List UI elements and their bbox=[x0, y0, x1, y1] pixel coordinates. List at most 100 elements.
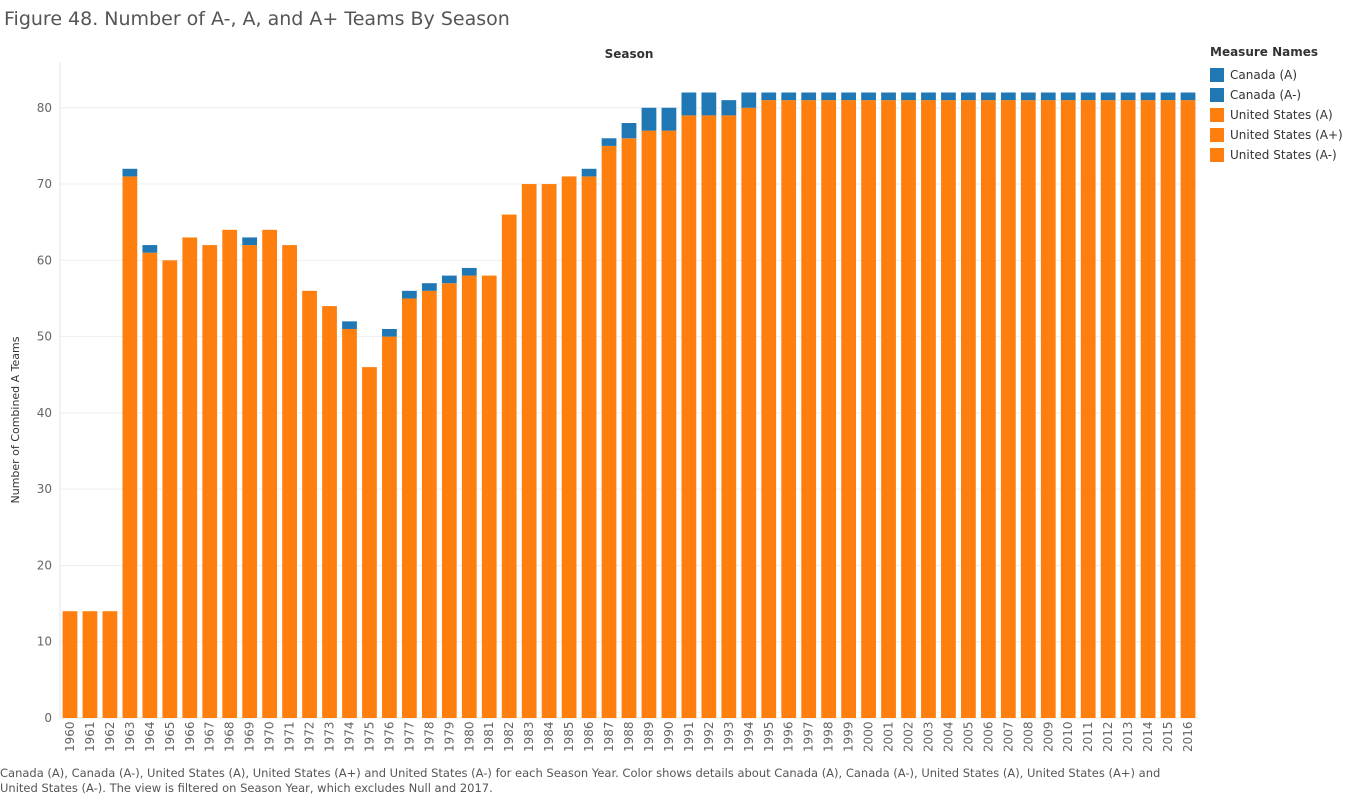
bar-canada bbox=[421, 283, 437, 291]
x-tick-label: 1973 bbox=[323, 721, 337, 752]
legend-item-united-states-a[interactable]: United States (A) bbox=[1210, 105, 1345, 125]
bar-united-states bbox=[401, 298, 417, 718]
x-tick-label: 2014 bbox=[1141, 721, 1155, 752]
bar-united-states bbox=[142, 252, 158, 718]
bar-canada bbox=[1180, 92, 1196, 101]
x-tick-label: 2015 bbox=[1161, 721, 1175, 752]
bar-united-states bbox=[182, 237, 198, 718]
bar-united-states bbox=[501, 214, 517, 718]
bar-canada bbox=[821, 92, 837, 101]
bar-canada bbox=[1120, 92, 1136, 101]
bar-canada bbox=[1100, 92, 1116, 101]
bar-canada bbox=[741, 92, 757, 108]
bar-united-states bbox=[980, 100, 996, 719]
y-tick-label: 0 bbox=[44, 711, 52, 725]
figure-title: Figure 48. Number of A-, A, and A+ Teams… bbox=[4, 8, 510, 30]
x-tick-label: 2007 bbox=[1001, 721, 1015, 752]
bar-canada bbox=[801, 92, 817, 101]
x-tick-label: 1986 bbox=[582, 721, 596, 752]
legend-swatch bbox=[1210, 148, 1224, 162]
y-tick-label: 70 bbox=[37, 177, 52, 191]
bar-united-states bbox=[342, 328, 357, 718]
x-tick-label: 1985 bbox=[562, 721, 576, 752]
bar-united-states bbox=[481, 275, 497, 718]
bar-canada bbox=[901, 92, 916, 101]
bar-united-states bbox=[62, 611, 78, 718]
x-tick-label: 1984 bbox=[542, 721, 556, 752]
x-tick-label: 1969 bbox=[243, 721, 257, 752]
legend-label: Canada (A-) bbox=[1230, 88, 1302, 102]
bar-canada bbox=[921, 92, 936, 101]
x-tick-label: 2008 bbox=[1021, 721, 1035, 752]
x-tick-label: 2001 bbox=[882, 721, 896, 752]
legend-item-united-states-a-plus[interactable]: United States (A+) bbox=[1210, 125, 1345, 145]
y-tick-label: 40 bbox=[37, 406, 52, 420]
x-tick-label: 1990 bbox=[662, 721, 676, 752]
x-tick-label: 1967 bbox=[203, 721, 217, 752]
bar-united-states bbox=[661, 130, 677, 718]
legend-item-united-states-a-minus[interactable]: United States (A-) bbox=[1210, 145, 1345, 165]
bar-canada bbox=[721, 100, 737, 116]
bar-united-states bbox=[561, 176, 577, 719]
x-tick-label: 1978 bbox=[422, 721, 436, 752]
bar-canada bbox=[781, 92, 797, 101]
bar-canada bbox=[701, 92, 717, 116]
x-tick-label: 2009 bbox=[1041, 721, 1055, 752]
x-tick-label: 2005 bbox=[961, 721, 975, 752]
bar-united-states bbox=[861, 100, 876, 719]
bar-united-states bbox=[841, 100, 857, 719]
bar-canada bbox=[621, 123, 637, 139]
x-tick-label: 2002 bbox=[902, 721, 916, 752]
bar-united-states bbox=[1000, 100, 1016, 719]
bar-canada bbox=[342, 321, 357, 329]
bar-united-states bbox=[441, 283, 457, 718]
stacked-bar-chart: 0 10 20 30 40 50 60 70 80 1960 1961 1962 1963 1964 196… bbox=[9, 47, 1198, 752]
bar-canada bbox=[1140, 92, 1156, 101]
bar-united-states bbox=[741, 107, 757, 718]
legend-label: Canada (A) bbox=[1230, 68, 1298, 82]
bar-united-states bbox=[821, 100, 837, 719]
x-tick-label: 1960 bbox=[63, 721, 77, 752]
bar-canada bbox=[1040, 92, 1056, 101]
x-tick-label: 1981 bbox=[482, 721, 496, 752]
y-tick-label: 10 bbox=[37, 635, 52, 649]
bar-canada bbox=[961, 92, 976, 101]
x-tick-label: 1997 bbox=[802, 721, 816, 752]
x-tick-label: 1972 bbox=[303, 721, 317, 752]
legend-label: United States (A) bbox=[1230, 108, 1333, 122]
bar-united-states bbox=[262, 229, 278, 718]
bar-united-states bbox=[901, 100, 916, 719]
bar-united-states bbox=[1080, 100, 1096, 719]
bar-united-states bbox=[701, 115, 717, 719]
bar-united-states bbox=[242, 245, 258, 718]
bar-canada bbox=[382, 328, 397, 337]
x-tick-label: 2006 bbox=[981, 721, 995, 752]
x-tick-label: 1994 bbox=[742, 721, 756, 752]
bar-united-states bbox=[162, 260, 178, 718]
bar-united-states bbox=[681, 115, 697, 719]
legend-swatch bbox=[1210, 88, 1224, 102]
bar-canada bbox=[1080, 92, 1096, 101]
x-tick-label: 1979 bbox=[442, 721, 456, 752]
bar-united-states bbox=[82, 611, 98, 718]
bar-canada bbox=[641, 107, 657, 131]
legend-item-canada-a[interactable]: Canada (A) bbox=[1210, 65, 1345, 85]
x-tick-label: 2004 bbox=[941, 721, 955, 752]
bar-united-states bbox=[1040, 100, 1056, 719]
legend-item-canada-a-minus[interactable]: Canada (A-) bbox=[1210, 85, 1345, 105]
legend-title: Measure Names bbox=[1210, 45, 1319, 59]
x-tick-label: 2011 bbox=[1081, 721, 1095, 752]
x-tick-label: 1983 bbox=[522, 721, 536, 752]
x-tick-label: 2013 bbox=[1121, 721, 1135, 752]
x-tick-label: 1965 bbox=[163, 721, 177, 752]
bar-canada bbox=[601, 138, 617, 146]
bar-canada bbox=[1060, 92, 1076, 101]
x-tick-label: 1988 bbox=[622, 721, 636, 752]
bar-united-states bbox=[362, 367, 377, 718]
bar-canada bbox=[841, 92, 857, 101]
x-tick-label: 1992 bbox=[702, 721, 716, 752]
bar-canada bbox=[461, 267, 477, 276]
bar-united-states bbox=[541, 184, 557, 718]
bar-united-states bbox=[601, 145, 617, 718]
legend: Measure Names Canada (A) Canada (A-) Uni… bbox=[1210, 45, 1345, 165]
